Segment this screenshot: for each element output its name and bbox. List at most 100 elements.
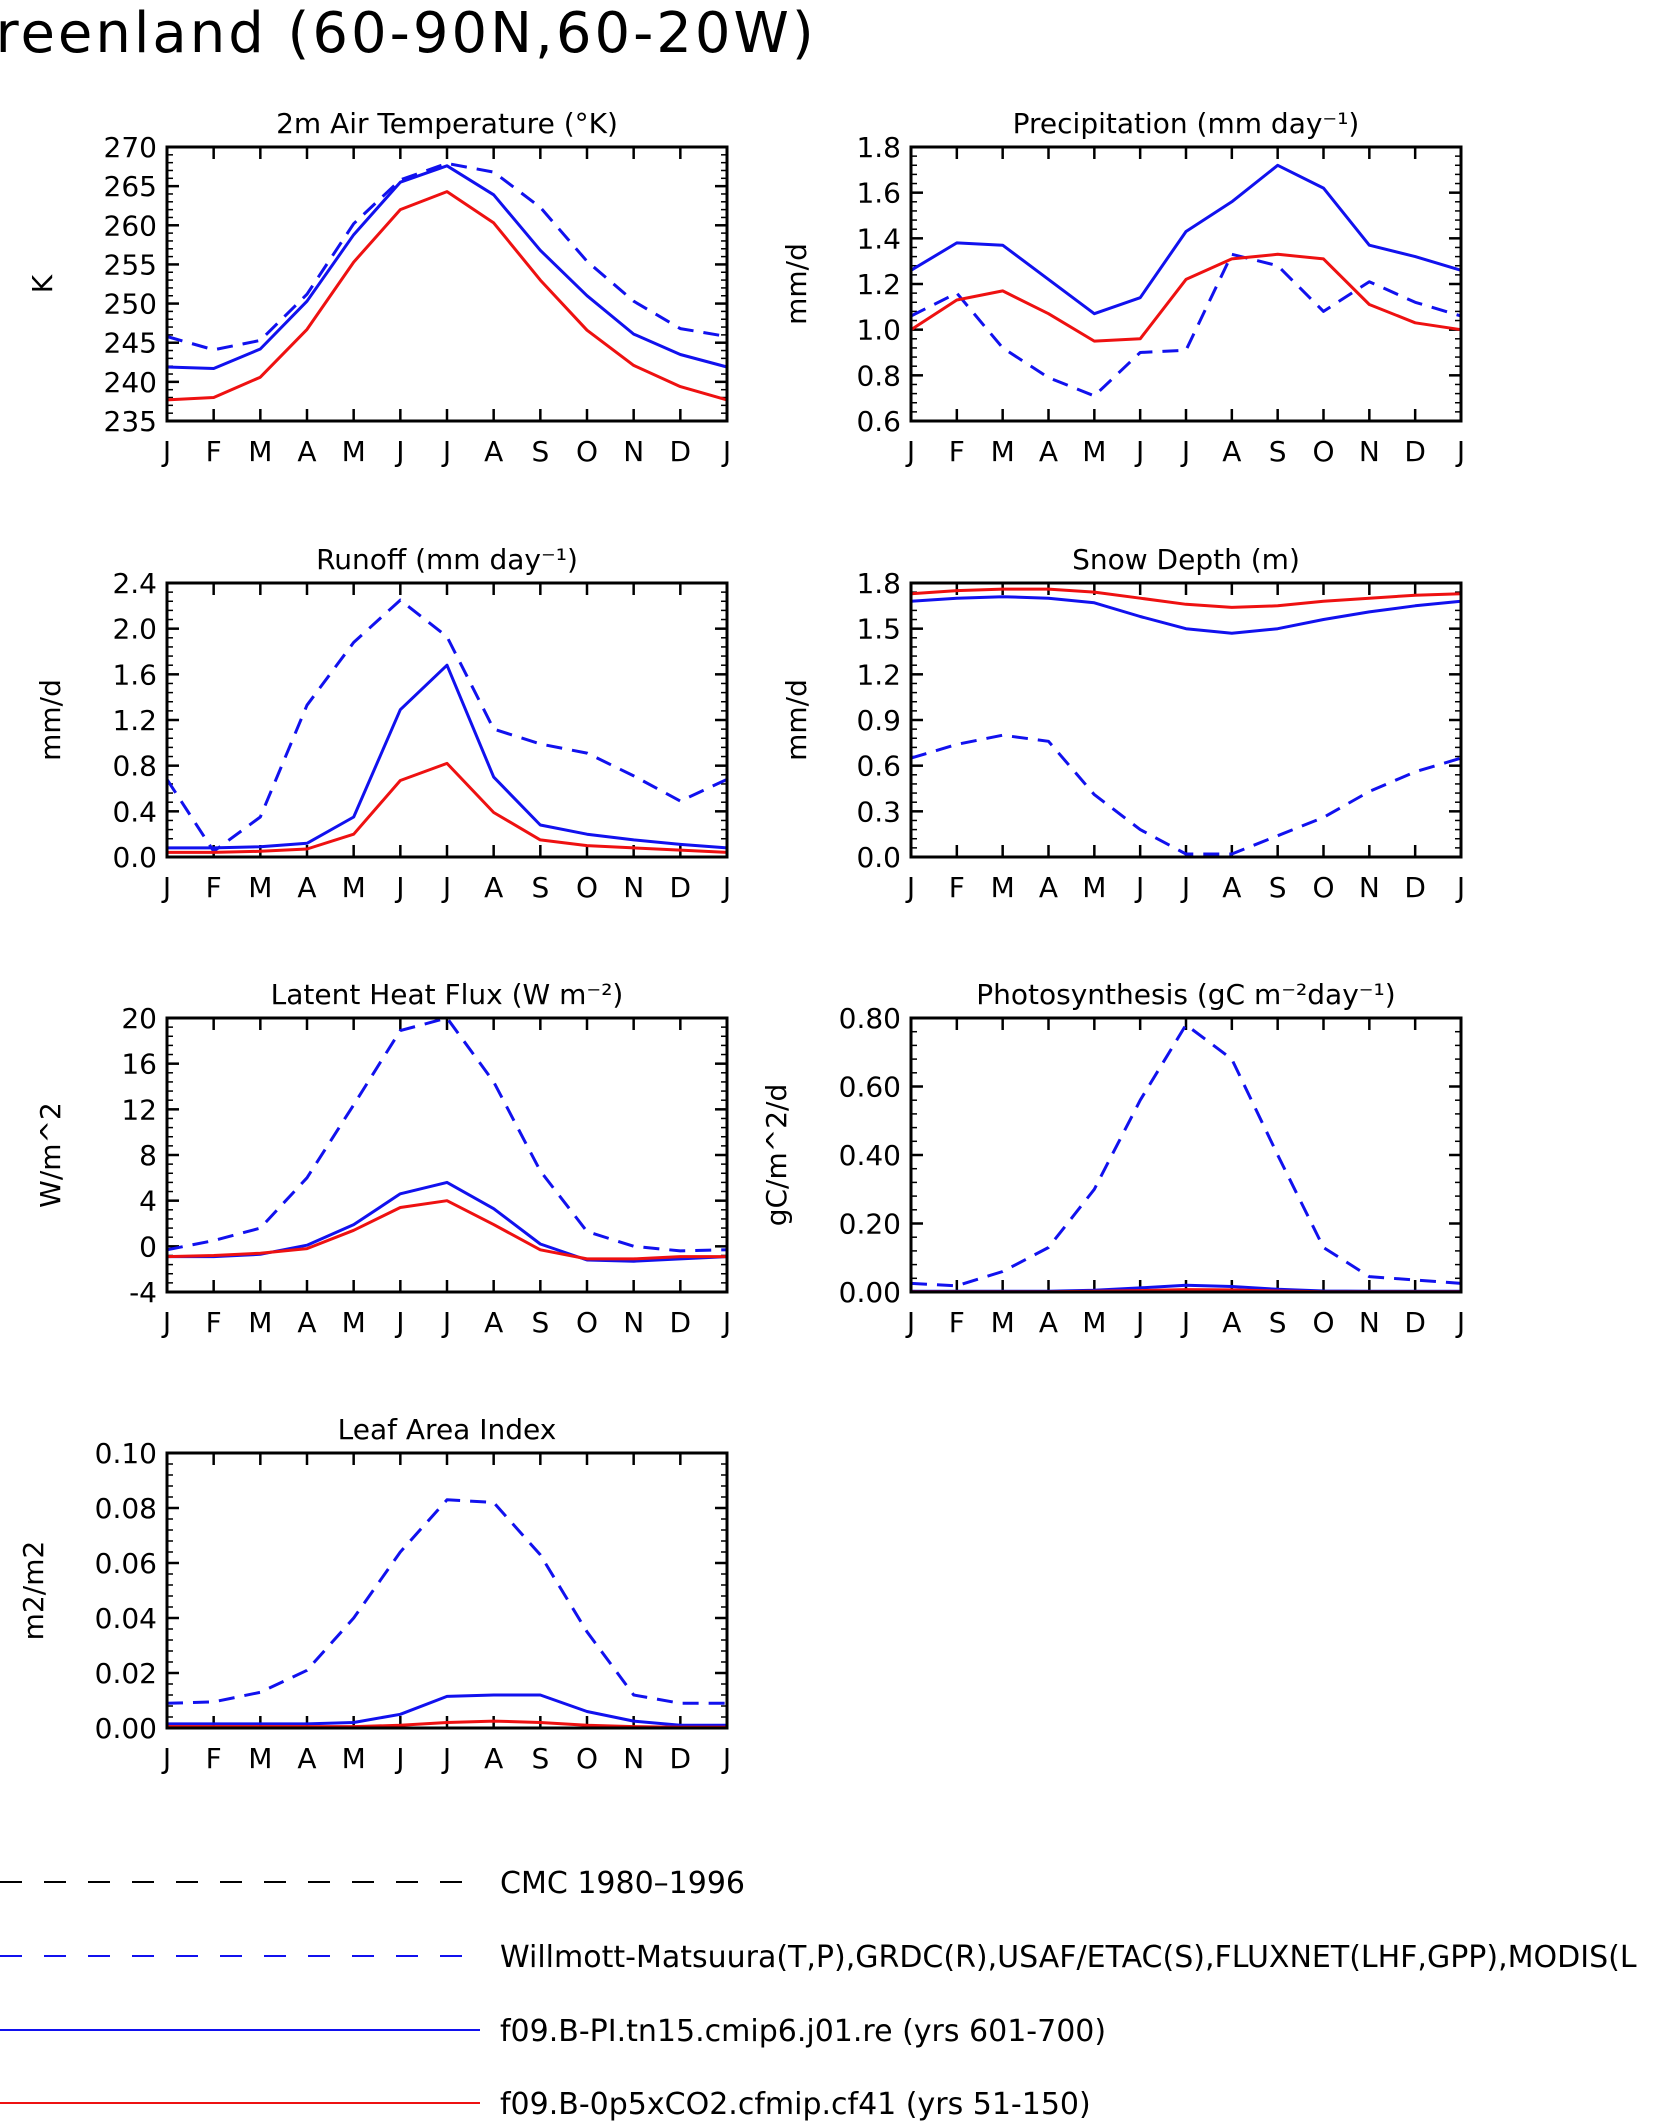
- legend-item: CMC 1980–1996: [0, 1866, 745, 1901]
- x-tick-label: A: [297, 435, 316, 468]
- y-tick-label: 12: [121, 1093, 157, 1126]
- y-tick-label: 2.0: [112, 613, 157, 646]
- x-tick-label: A: [484, 871, 503, 904]
- y-tick-label: -4: [129, 1276, 157, 1309]
- series-line: [910, 163, 1462, 316]
- x-tick-label: F: [949, 435, 965, 468]
- x-tick-label: J: [1455, 1306, 1465, 1339]
- y-tick-label: 260: [104, 209, 157, 242]
- x-tick-label: D: [670, 1306, 692, 1339]
- x-tick-label: A: [484, 1742, 503, 1775]
- series-line: [910, 1023, 1462, 1288]
- y-tick-label: 1.8: [856, 131, 901, 164]
- x-tick-label: A: [297, 1306, 316, 1339]
- x-tick-label: O: [1312, 871, 1334, 904]
- y-axis-label: W/m^2: [34, 1102, 67, 1208]
- series-line: [910, 252, 1462, 398]
- x-tick-label: N: [1359, 435, 1380, 468]
- x-tick-label: M: [248, 1742, 272, 1775]
- y-tick-label: 1.5: [856, 613, 901, 646]
- x-tick-label: D: [670, 435, 692, 468]
- plot-frame: [909, 1016, 1463, 1294]
- x-tick-label: M: [248, 871, 272, 904]
- x-tick-label: J: [441, 1306, 451, 1339]
- series-line: [910, 733, 1462, 856]
- x-tick-label: A: [1222, 1306, 1241, 1339]
- x-tick-label: O: [576, 435, 598, 468]
- y-tick-label: 0.40: [839, 1139, 901, 1172]
- chart-panel-2: Precipitation (mm day⁻¹) mm/d 0.6 0.8 1.0 1.2…: [780, 107, 1465, 468]
- x-tick-label: A: [1039, 435, 1058, 468]
- chart-panel-1: 2m Air Temperature (°K) K 235 240 245 250 255 2…: [26, 107, 731, 468]
- y-tick-label: 0.4: [112, 795, 157, 828]
- chart-title: Leaf Area Index: [338, 1413, 557, 1446]
- series-line: [167, 1180, 728, 1263]
- series-line: [910, 587, 1462, 609]
- legend: CMC 1980–1996 Willmott-Matsuura(T,P),GRDC…: [0, 1866, 1637, 2122]
- x-tick-label: J: [905, 871, 915, 904]
- y-tick-label: 0.9: [856, 704, 901, 737]
- y-axis-label: mm/d: [780, 679, 813, 761]
- y-tick-label: 1.4: [856, 222, 901, 255]
- legend-item: Willmott-Matsuura(T,P),GRDC(R),USAF/ETAC…: [0, 1940, 1637, 1975]
- x-tick-label: J: [905, 1306, 915, 1339]
- x-tick-label: N: [623, 435, 644, 468]
- y-tick-label: 240: [104, 366, 157, 399]
- plot-frame: [909, 145, 1463, 423]
- x-tick-label: O: [1312, 1306, 1334, 1339]
- series-line: [910, 252, 1462, 343]
- chart-title: Photosynthesis (gC m⁻²day⁻¹): [976, 978, 1395, 1011]
- x-tick-label: J: [1455, 871, 1465, 904]
- legend-label: f09.B-PI.tn15.cmip6.j01.re (yrs 601-700): [500, 2014, 1106, 2049]
- x-tick-label: N: [623, 1306, 644, 1339]
- x-tick-label: J: [441, 871, 451, 904]
- series-line: [165, 598, 728, 853]
- y-tick-label: 20: [121, 1002, 157, 1035]
- y-tick-label: 235: [104, 405, 157, 438]
- x-tick-label: J: [441, 435, 451, 468]
- series-line: [166, 190, 728, 402]
- x-tick-label: J: [1180, 435, 1190, 468]
- x-tick-label: N: [623, 1742, 644, 1775]
- y-tick-label: 0.80: [839, 1002, 901, 1035]
- y-tick-label: 255: [104, 248, 157, 281]
- x-tick-label: J: [1180, 1306, 1190, 1339]
- x-tick-label: O: [576, 1742, 598, 1775]
- y-tick-label: 0.0: [112, 841, 157, 874]
- x-tick-label: F: [206, 1742, 222, 1775]
- y-axis-label: gC/m^2/d: [760, 1084, 793, 1227]
- y-tick-label: 0.10: [95, 1437, 157, 1470]
- legend-item: f09.B-PI.tn15.cmip6.j01.re (yrs 601-700): [0, 2014, 1106, 2049]
- plot-frame: [165, 145, 729, 423]
- x-tick-label: A: [484, 435, 503, 468]
- plot-frame: [165, 1451, 729, 1730]
- series-line: [166, 164, 728, 370]
- x-tick-label: O: [1312, 435, 1334, 468]
- x-tick-label: J: [721, 871, 731, 904]
- chart-panel-6: Photosynthesis (gC m⁻²day⁻¹) gC/m^2/d 0.00…: [760, 978, 1465, 1339]
- y-tick-label: 1.2: [856, 268, 901, 301]
- x-tick-label: S: [1269, 871, 1287, 904]
- x-tick-label: J: [161, 1306, 171, 1339]
- x-tick-label: M: [991, 1306, 1015, 1339]
- x-tick-label: J: [721, 435, 731, 468]
- chart-panel-4: Snow Depth (m) mm/d 0.0 0.3 0.6 0.9 1.2 1.5 1.8 J…: [780, 543, 1465, 904]
- x-tick-label: J: [394, 1306, 404, 1339]
- legend-label: CMC 1980–1996: [500, 1866, 745, 1901]
- x-tick-label: M: [1082, 435, 1106, 468]
- y-tick-label: 0.3: [856, 795, 901, 828]
- y-tick-label: 2.4: [112, 567, 157, 600]
- y-tick-label: 1.8: [856, 567, 901, 600]
- x-tick-label: S: [531, 1742, 549, 1775]
- chart-title: Latent Heat Flux (W m⁻²): [271, 978, 624, 1011]
- y-tick-label: 0.8: [112, 750, 157, 783]
- x-tick-label: S: [531, 871, 549, 904]
- x-tick-label: S: [531, 435, 549, 468]
- chart-title: Precipitation (mm day⁻¹): [1013, 107, 1360, 140]
- y-tick-label: 0.02: [95, 1657, 157, 1690]
- series-line: [166, 1016, 728, 1253]
- y-tick-label: 0.08: [95, 1492, 157, 1525]
- x-tick-label: F: [206, 1306, 222, 1339]
- x-tick-label: M: [991, 435, 1015, 468]
